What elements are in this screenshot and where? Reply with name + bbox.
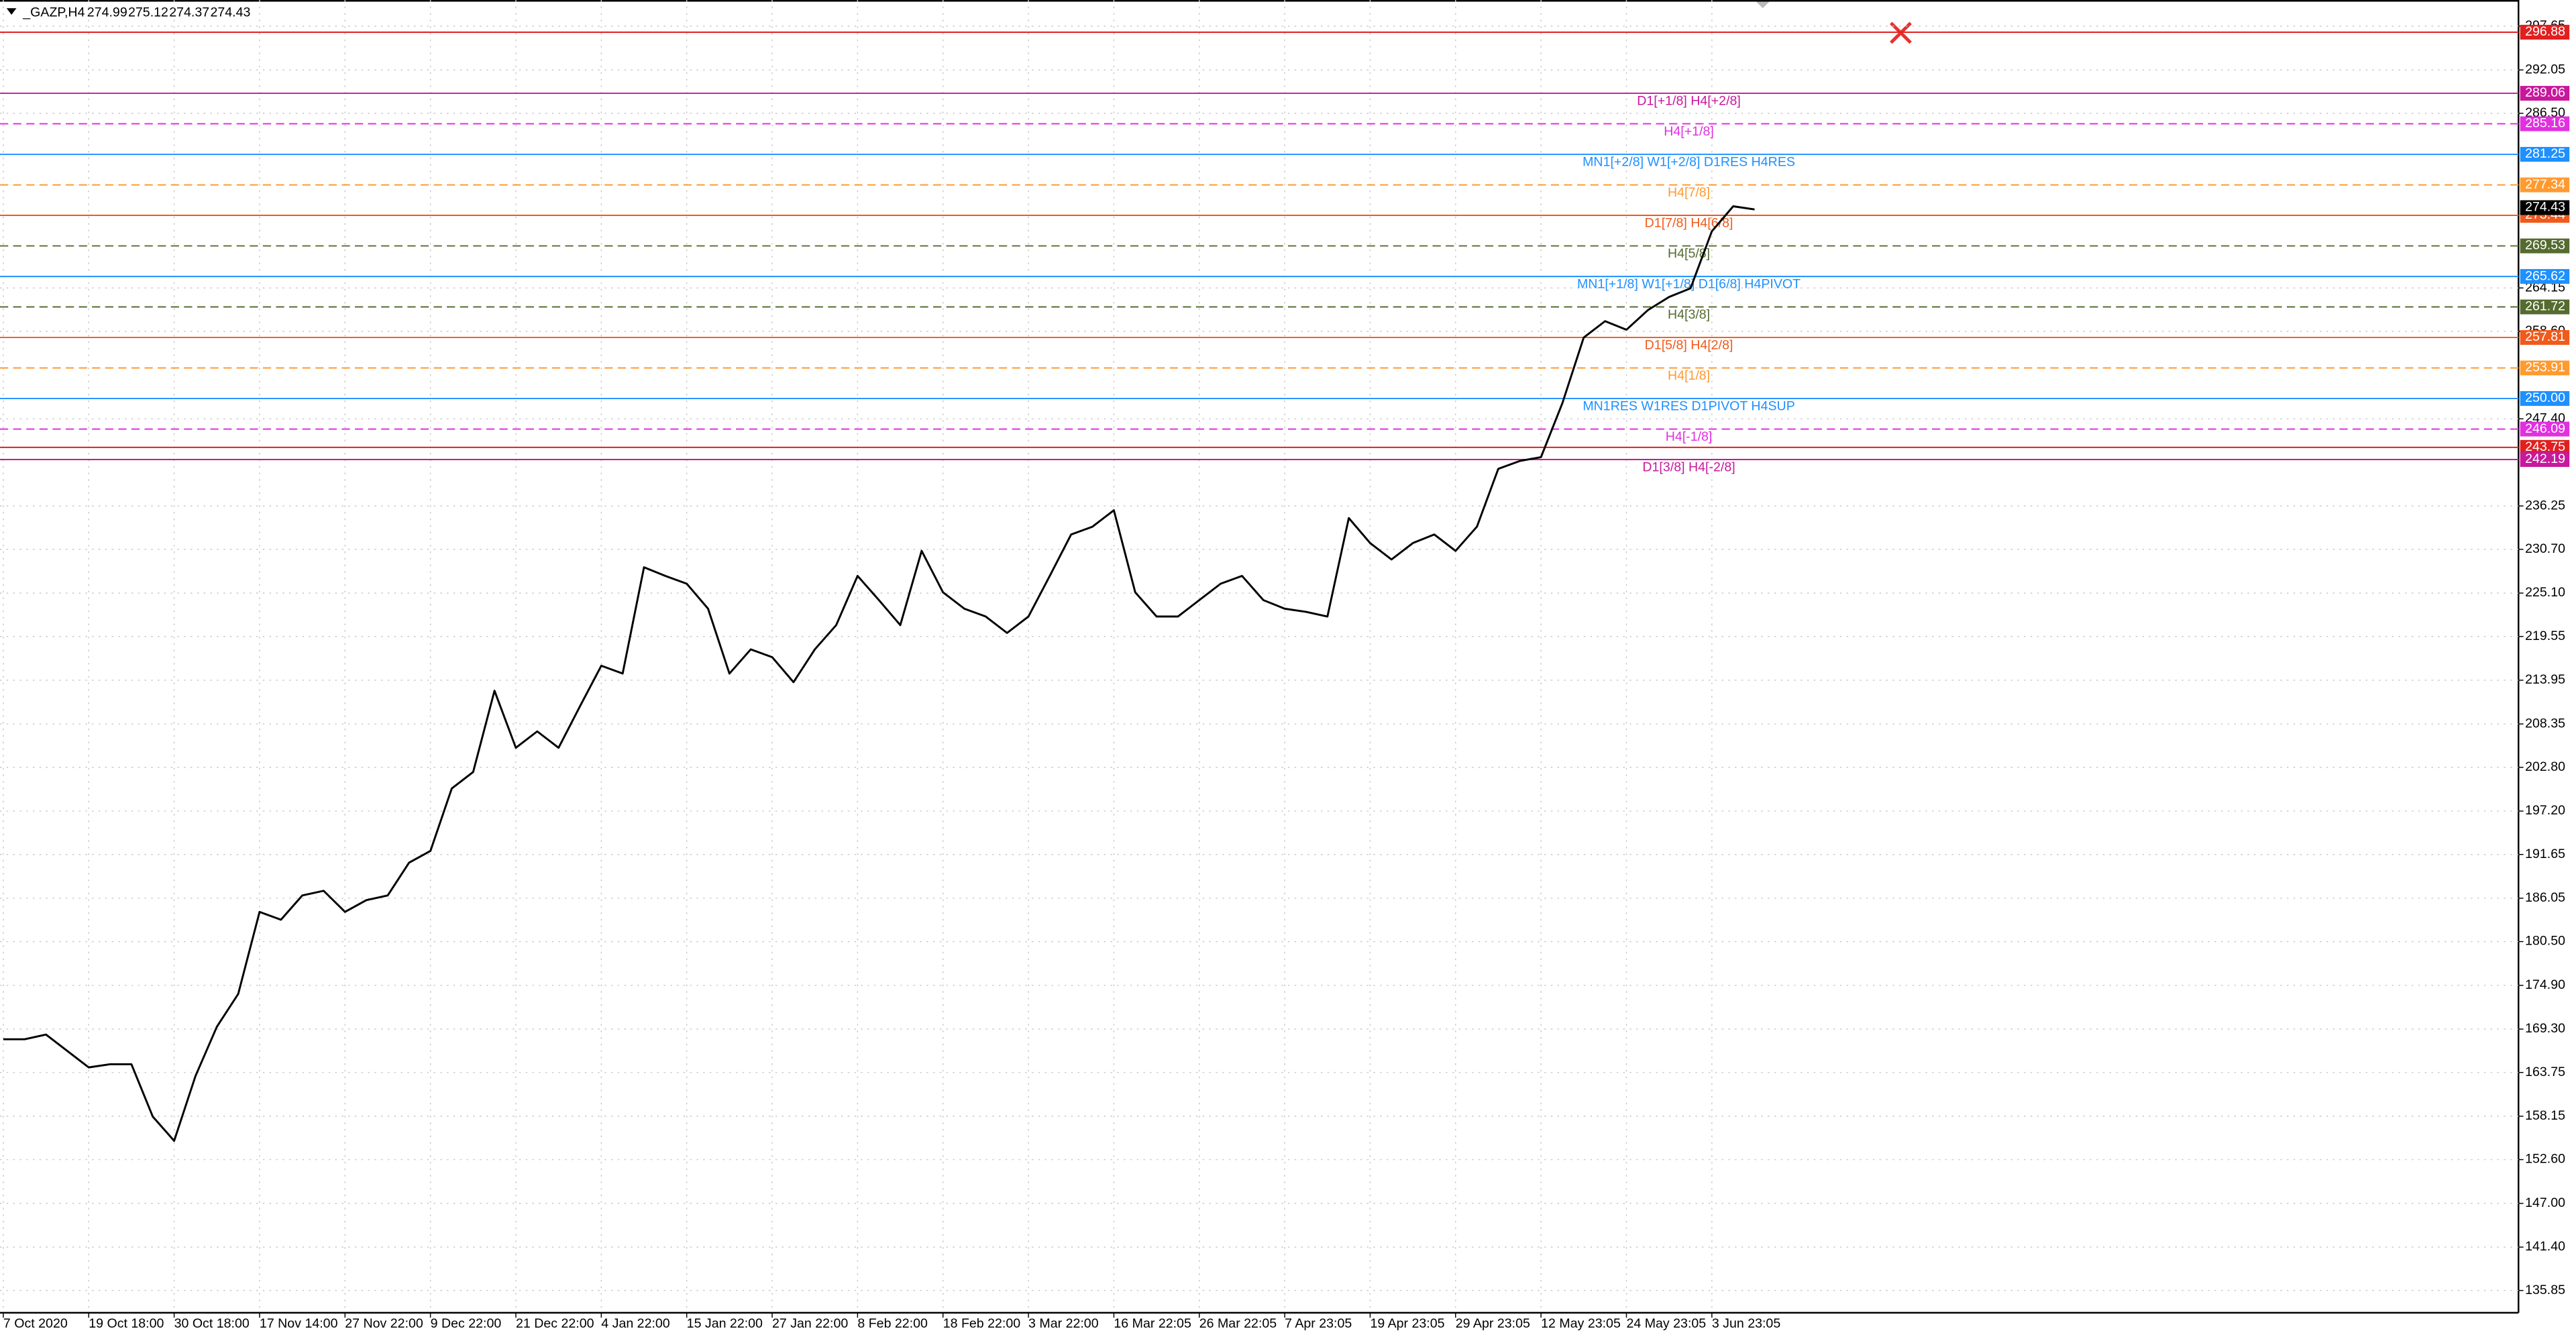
x-tick-label: 16 Mar 22:05 [1114, 1316, 1191, 1331]
y-tick-label: 147.00 [2525, 1195, 2565, 1210]
x-tick-label: 18 Feb 22:00 [943, 1316, 1021, 1331]
y-tick-label: 169.30 [2525, 1021, 2565, 1036]
level-label: H4[1/8] [1668, 368, 1710, 383]
x-tick-label: 19 Oct 18:00 [89, 1316, 164, 1331]
price-tag-label: 296.88 [2525, 24, 2565, 39]
y-tick-label: 219.55 [2525, 629, 2565, 643]
x-tick-label: 27 Nov 22:00 [345, 1316, 423, 1331]
y-tick-label: 180.50 [2525, 934, 2565, 949]
price-tag-label: 257.81 [2525, 329, 2565, 344]
x-tick-label: 26 Mar 22:05 [1199, 1316, 1277, 1331]
price-tag [2520, 452, 2570, 468]
y-tick-label: 191.65 [2525, 847, 2565, 861]
y-tick-label: 236.25 [2525, 498, 2565, 513]
price-tag-label: 243.75 [2525, 439, 2565, 454]
x-tick-label: 17 Nov 14:00 [260, 1316, 338, 1331]
quote-low: 274.37 [169, 5, 209, 20]
y-tick-label: 163.75 [2525, 1065, 2565, 1079]
level-label: H4[+1/8] [1664, 124, 1714, 139]
level-label: D1[3/8] H4[-2/8] [1642, 460, 1735, 474]
price-tag [2520, 360, 2570, 376]
symbol: _GAZP,H4 [22, 5, 85, 20]
price-tag-label: 250.00 [2525, 390, 2565, 405]
y-tick-label: 202.80 [2525, 759, 2565, 774]
y-tick-label: 197.20 [2525, 803, 2565, 818]
price-tag-label: 253.91 [2525, 360, 2565, 375]
price-tag-label: 281.25 [2525, 146, 2565, 161]
level-label: H4[3/8] [1668, 307, 1710, 322]
x-tick-label: 7 Apr 23:05 [1285, 1316, 1352, 1331]
price-line [3, 205, 1755, 1142]
level-label: MN1[+1/8] W1[+1/8] D1[6/8] H4PIVOT [1577, 277, 1801, 292]
price-tag-label: 242.19 [2525, 451, 2565, 466]
price-tag [2520, 86, 2570, 101]
x-tick-label: 3 Mar 22:00 [1028, 1316, 1099, 1331]
x-tick-label: 9 Dec 22:00 [431, 1316, 502, 1331]
price-tag-label: 285.16 [2525, 116, 2565, 131]
current-price-tag [2520, 200, 2570, 215]
current-price-label: 274.43 [2525, 200, 2565, 215]
x-tick-label: 30 Oct 18:00 [174, 1316, 250, 1331]
y-tick-label: 292.05 [2525, 62, 2565, 76]
price-tag-label: 277.34 [2525, 177, 2565, 192]
y-tick-label: 152.60 [2525, 1152, 2565, 1167]
x-tick-label: 7 Oct 2020 [3, 1316, 68, 1331]
price-tag [2520, 391, 2570, 407]
y-tick-label: 225.10 [2525, 585, 2565, 600]
y-tick-label: 135.85 [2525, 1283, 2565, 1297]
price-tag [2520, 147, 2570, 162]
price-tag-label: 269.53 [2525, 238, 2565, 253]
price-tag-label: 265.62 [2525, 268, 2565, 283]
level-label: H4[7/8] [1668, 185, 1710, 200]
price-tag [2520, 177, 2570, 193]
y-tick-label: 213.95 [2525, 672, 2565, 687]
y-tick-label: 186.05 [2525, 890, 2565, 905]
quote-high: 275.12 [128, 5, 168, 20]
level-label: D1[7/8] H4[6/8] [1645, 215, 1733, 230]
price-tag [2520, 439, 2570, 455]
price-tag-label: 289.06 [2525, 85, 2565, 100]
price-tag [2520, 269, 2570, 284]
x-tick-label: 27 Jan 22:00 [772, 1316, 848, 1331]
price-tag [2520, 421, 2570, 437]
y-tick-label: 174.90 [2525, 977, 2565, 992]
x-tick-label: 19 Apr 23:05 [1370, 1316, 1444, 1331]
level-label: D1[5/8] H4[2/8] [1645, 337, 1733, 352]
x-tick-label: 12 May 23:05 [1541, 1316, 1621, 1331]
y-tick-label: 141.40 [2525, 1239, 2565, 1254]
x-tick-label: 21 Dec 22:00 [516, 1316, 594, 1331]
y-tick-label: 208.35 [2525, 716, 2565, 731]
price-tag [2520, 330, 2570, 345]
price-tag [2520, 116, 2570, 131]
y-tick-label: 230.70 [2525, 541, 2565, 556]
x-tick-label: 29 Apr 23:05 [1456, 1316, 1530, 1331]
shift-marker[interactable] [1756, 1, 1770, 9]
price-tag-label: 246.09 [2525, 421, 2565, 436]
price-tag [2520, 238, 2570, 254]
level-label: MN1[+2/8] W1[+2/8] D1RES H4RES [1582, 154, 1795, 169]
x-tick-label: 4 Jan 22:00 [601, 1316, 669, 1331]
x-tick-label: 24 May 23:05 [1626, 1316, 1706, 1331]
level-label: H4[5/8] [1668, 246, 1710, 261]
price-tag-label: 261.72 [2525, 299, 2565, 314]
quote-close: 274.43 [210, 5, 250, 20]
x-tick-label: 15 Jan 22:00 [687, 1316, 763, 1331]
level-label: D1[+1/8] H4[+2/8] [1637, 93, 1741, 108]
menu-arrow[interactable] [6, 8, 17, 15]
price-tag [2520, 299, 2570, 315]
y-tick-label: 158.15 [2525, 1108, 2565, 1123]
price-tag [2520, 24, 2570, 40]
x-tick-label: 3 Jun 23:05 [1712, 1316, 1780, 1331]
quote-open: 274.99 [87, 5, 127, 20]
level-label: MN1RES W1RES D1PIVOT H4SUP [1582, 398, 1794, 413]
x-tick-label: 8 Feb 22:00 [857, 1316, 928, 1331]
level-label: H4[-1/8] [1666, 429, 1713, 444]
